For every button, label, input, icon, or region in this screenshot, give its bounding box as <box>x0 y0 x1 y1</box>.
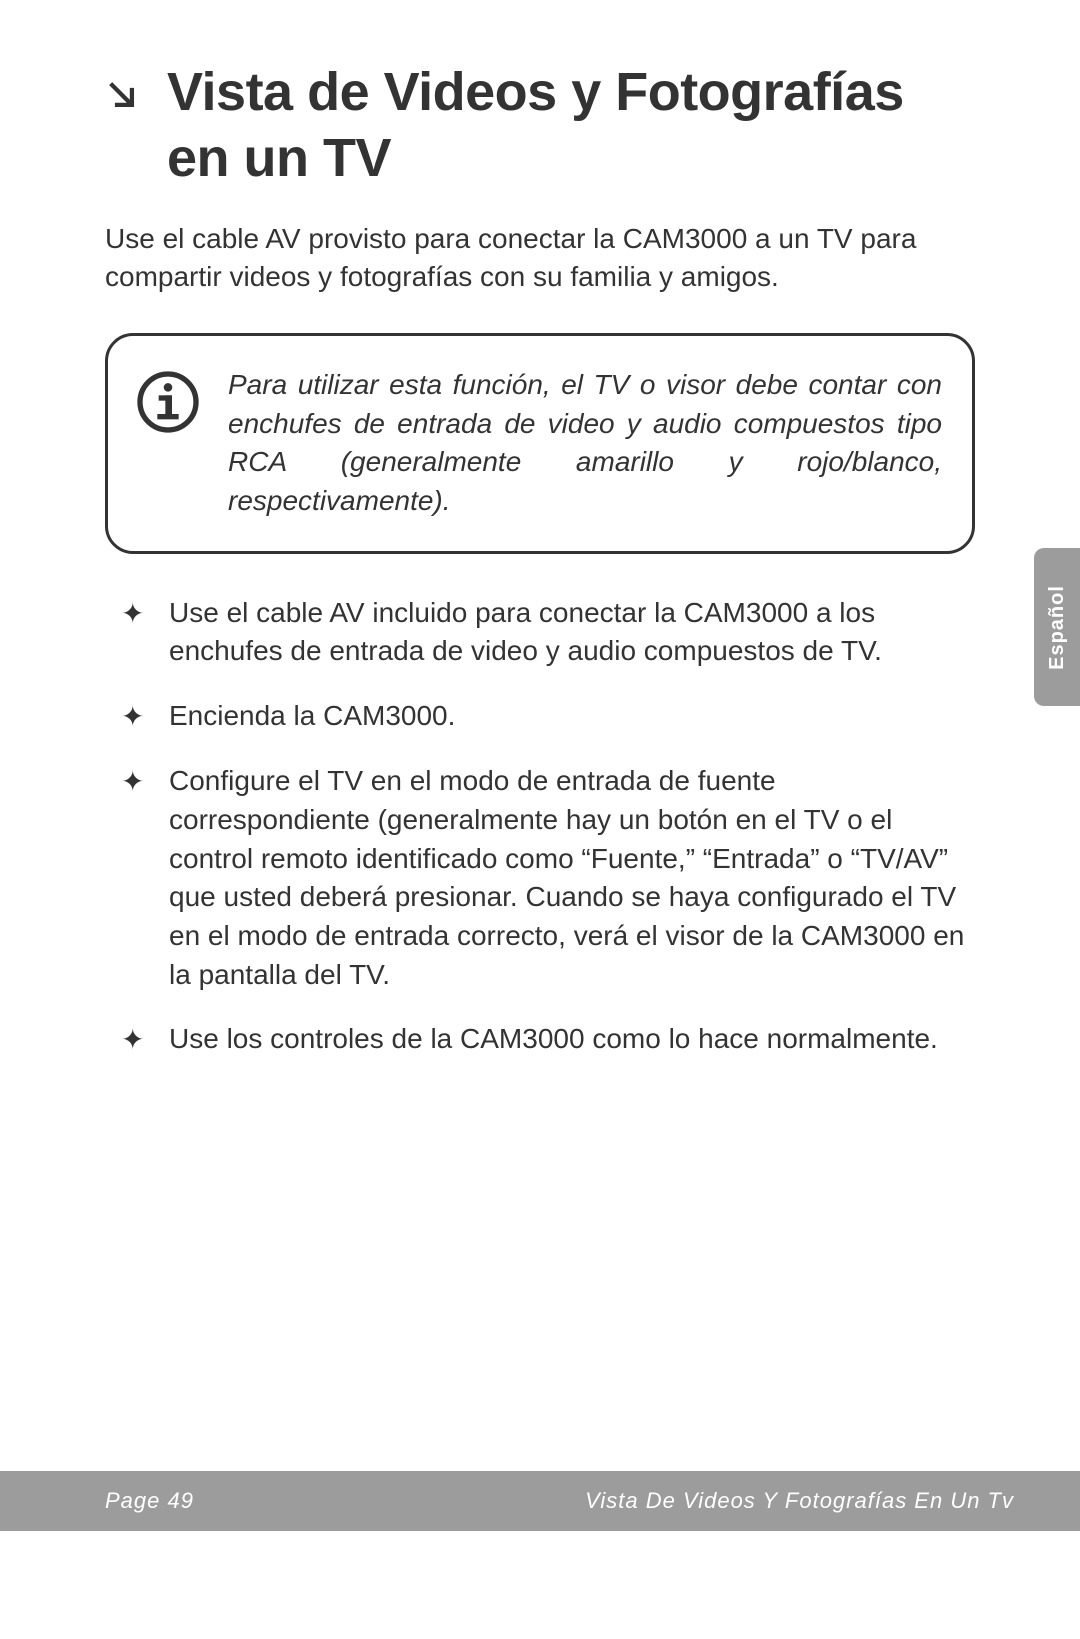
list-item: ✦ Use el cable AV incluido para conectar… <box>121 594 975 671</box>
language-label: Español <box>1046 585 1069 670</box>
manual-page: Vista de Videos y Fotografías en un TV U… <box>0 0 1080 1639</box>
intro-paragraph: Use el cable AV provisto para conectar l… <box>105 220 975 297</box>
bullet-icon: ✦ <box>121 1020 169 1060</box>
page-footer: Page 49 Vista De Videos Y Fotografías En… <box>0 1471 1080 1531</box>
steps-list: ✦ Use el cable AV incluido para conectar… <box>105 594 975 1060</box>
page-title: Vista de Videos y Fotografías en un TV <box>167 60 975 192</box>
footer-section-title: Vista De Videos Y Fotografías En Un Tv <box>585 1488 1014 1514</box>
list-item: ✦ Configure el TV en el modo de entrada … <box>121 762 975 994</box>
title-row: Vista de Videos y Fotografías en un TV <box>105 60 975 192</box>
step-text: Encienda la CAM3000. <box>169 697 975 736</box>
bullet-icon: ✦ <box>121 697 169 737</box>
step-text: Use el cable AV incluido para conectar l… <box>169 594 975 671</box>
arrow-down-right-icon <box>105 78 139 117</box>
bullet-icon: ✦ <box>121 762 169 802</box>
bullet-icon: ✦ <box>121 594 169 634</box>
list-item: ✦ Encienda la CAM3000. <box>121 697 975 737</box>
info-callout: Para utilizar esta función, el TV o viso… <box>105 333 975 554</box>
step-text: Configure el TV en el modo de entrada de… <box>169 762 975 994</box>
info-icon <box>136 370 200 439</box>
step-text: Use los controles de la CAM3000 como lo … <box>169 1020 975 1059</box>
footer-page-number: Page 49 <box>105 1488 194 1514</box>
list-item: ✦ Use los controles de la CAM3000 como l… <box>121 1020 975 1060</box>
language-tab: Español <box>1034 548 1080 706</box>
info-text: Para utilizar esta función, el TV o viso… <box>228 366 942 521</box>
